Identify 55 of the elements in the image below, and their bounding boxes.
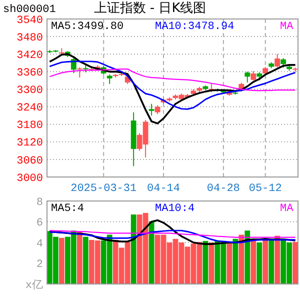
bar	[82, 236, 88, 284]
y-tick-label: 3420	[16, 50, 43, 62]
y-tick-label: 3240	[16, 102, 43, 115]
line-series	[49, 68, 296, 92]
line-series	[48, 230, 296, 244]
x-tick-label: 04-28	[206, 183, 240, 195]
y-tick-label: 2	[36, 259, 43, 272]
y-tick-label: 3540	[16, 14, 43, 27]
bar	[250, 240, 256, 284]
text: MA	[280, 21, 294, 33]
bar	[130, 214, 136, 284]
line-series	[48, 60, 296, 110]
text: sh000001	[3, 4, 56, 16]
y-tick-label: 6	[36, 218, 43, 230]
bar	[256, 242, 262, 284]
bar	[232, 238, 238, 284]
x-tick-label: 05-12	[248, 183, 282, 195]
bar	[262, 240, 268, 284]
line-series	[48, 53, 296, 124]
text: MA5:3499.80	[51, 21, 124, 33]
line-series	[48, 219, 296, 245]
y-tick-label: 4	[36, 238, 44, 250]
y-tick-label: 3300	[16, 85, 43, 98]
y-tick-label: 3360	[16, 68, 43, 80]
candlestick	[274, 54, 280, 68]
x-tick-label: 2025-03-31	[70, 183, 138, 195]
text: MA10:3478.94	[155, 21, 235, 33]
series-label: MA10:4	[155, 203, 196, 215]
candlestick	[148, 103, 154, 116]
candlestick	[244, 71, 250, 83]
y-tick-label: 3060	[16, 155, 43, 168]
bar	[208, 242, 214, 284]
bar	[226, 242, 232, 284]
candlestick	[76, 66, 82, 78]
candlestick	[280, 58, 286, 68]
series-label: MA5:4	[51, 203, 84, 215]
bar	[292, 242, 298, 284]
candlestick	[106, 74, 112, 84]
y-tick-label: 3000	[16, 172, 43, 185]
y-tick-label: 3480	[16, 32, 43, 44]
bar	[76, 232, 82, 284]
x-tick-label: 04-14	[147, 183, 180, 195]
y-tick-label: 3180	[16, 120, 43, 132]
bar	[244, 230, 250, 284]
text: MA	[280, 203, 294, 215]
line-series	[49, 230, 296, 238]
y-tick-label: 3120	[16, 138, 43, 150]
bar	[268, 238, 274, 284]
bar	[238, 234, 244, 284]
chart-title: 上证指数 - 日K线图	[94, 1, 206, 16]
y-tick-label: 8	[36, 196, 43, 209]
candlestick	[250, 70, 256, 81]
bar	[274, 236, 280, 284]
y-tick-label: x亿	[25, 278, 43, 292]
bar	[58, 238, 64, 284]
